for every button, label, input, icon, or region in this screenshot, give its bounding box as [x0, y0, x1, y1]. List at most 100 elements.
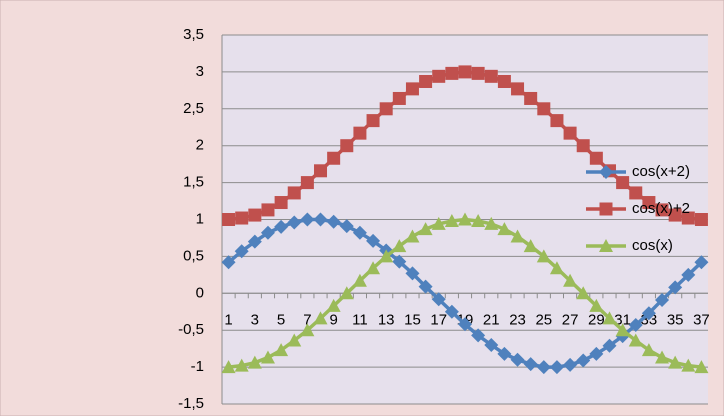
- data-point: [431, 292, 446, 307]
- legend-label: cos(x): [632, 237, 673, 254]
- data-point: [602, 338, 617, 353]
- data-point: [668, 280, 683, 295]
- data-point: [523, 357, 538, 372]
- x-tick-label: 9: [329, 311, 337, 328]
- data-point: [497, 74, 511, 88]
- x-tick-label: 13: [378, 311, 395, 328]
- x-tick-label: 7: [303, 311, 311, 328]
- data-point: [326, 298, 341, 312]
- data-point: [497, 222, 512, 236]
- y-tick-label: -1: [191, 358, 204, 375]
- data-point: [300, 176, 314, 190]
- data-point: [444, 304, 459, 319]
- x-tick-label: 23: [509, 311, 526, 328]
- data-point: [589, 346, 604, 361]
- x-tick-label: 5: [277, 311, 285, 328]
- data-point: [235, 211, 249, 225]
- data-point: [432, 69, 446, 83]
- data-point: [234, 244, 249, 259]
- data-point: [445, 66, 459, 80]
- data-point: [628, 333, 643, 347]
- data-point: [314, 164, 328, 178]
- data-point: [326, 214, 341, 229]
- data-point: [576, 286, 591, 300]
- data-point: [602, 311, 617, 325]
- y-tick-label: 2: [196, 137, 204, 154]
- data-point: [379, 249, 394, 263]
- data-point: [524, 91, 538, 105]
- x-tick-label: 27: [562, 311, 579, 328]
- y-tick-label: 2,5: [183, 100, 204, 117]
- data-point: [694, 213, 708, 226]
- data-point: [510, 352, 525, 367]
- data-point: [444, 213, 459, 227]
- legend-marker: [599, 165, 613, 179]
- data-point: [221, 360, 236, 374]
- data-point: [247, 355, 262, 369]
- data-point: [563, 273, 578, 287]
- data-point: [629, 186, 643, 200]
- legend-marker: [599, 239, 613, 252]
- data-point: [523, 239, 538, 253]
- data-point: [352, 273, 367, 287]
- x-tick-label: 29: [588, 311, 605, 328]
- data-point: [300, 212, 315, 227]
- data-point: [655, 350, 670, 364]
- data-point: [576, 139, 590, 153]
- data-point: [313, 311, 328, 325]
- data-point: [550, 114, 564, 128]
- data-point: [681, 267, 696, 282]
- data-point: [392, 239, 407, 253]
- data-point: [260, 225, 275, 240]
- data-point: [260, 350, 275, 364]
- data-point: [589, 298, 604, 312]
- data-point: [655, 292, 670, 307]
- data-point: [616, 176, 630, 190]
- data-point: [471, 328, 486, 343]
- data-point: [352, 225, 367, 240]
- data-point: [563, 126, 577, 140]
- data-point: [563, 357, 578, 372]
- data-point: [353, 126, 367, 140]
- data-point: [248, 208, 262, 222]
- data-point: [497, 346, 512, 361]
- y-tick-label: 0,5: [183, 247, 204, 264]
- x-tick-label: 11: [352, 311, 368, 328]
- legend-label: cos(x+2): [632, 163, 690, 180]
- data-point: [392, 254, 407, 269]
- y-tick-label: -1,5: [178, 395, 204, 412]
- data-point: [576, 353, 591, 368]
- y-tick-label: 3: [196, 63, 204, 80]
- data-point: [418, 222, 433, 236]
- data-point: [274, 196, 288, 210]
- data-point: [458, 317, 472, 332]
- data-point: [405, 229, 420, 243]
- data-point: [274, 343, 289, 357]
- data-point: [261, 203, 275, 217]
- x-tick-label: 31: [614, 311, 631, 328]
- data-point: [327, 151, 341, 165]
- data-point: [222, 213, 236, 226]
- y-tick-label: -0,5: [178, 321, 204, 338]
- data-point: [681, 358, 696, 372]
- data-point: [694, 360, 709, 374]
- data-point: [379, 102, 393, 116]
- data-point: [694, 255, 709, 270]
- data-point: [247, 234, 262, 249]
- x-tick-label: 35: [667, 311, 684, 328]
- data-point: [642, 196, 656, 210]
- y-tick-label: 3,5: [183, 26, 204, 43]
- data-point: [484, 69, 498, 83]
- x-tick-label: 1: [224, 311, 232, 328]
- legend-label: cos(x)+2: [632, 200, 690, 217]
- data-point: [681, 211, 695, 225]
- data-point: [536, 360, 551, 375]
- data-point: [549, 261, 564, 275]
- data-point: [510, 229, 525, 243]
- data-point: [287, 186, 301, 200]
- data-point: [537, 102, 551, 116]
- data-point: [339, 286, 354, 300]
- x-tick-label: 25: [535, 311, 552, 328]
- data-point: [287, 333, 302, 347]
- data-point: [287, 215, 302, 230]
